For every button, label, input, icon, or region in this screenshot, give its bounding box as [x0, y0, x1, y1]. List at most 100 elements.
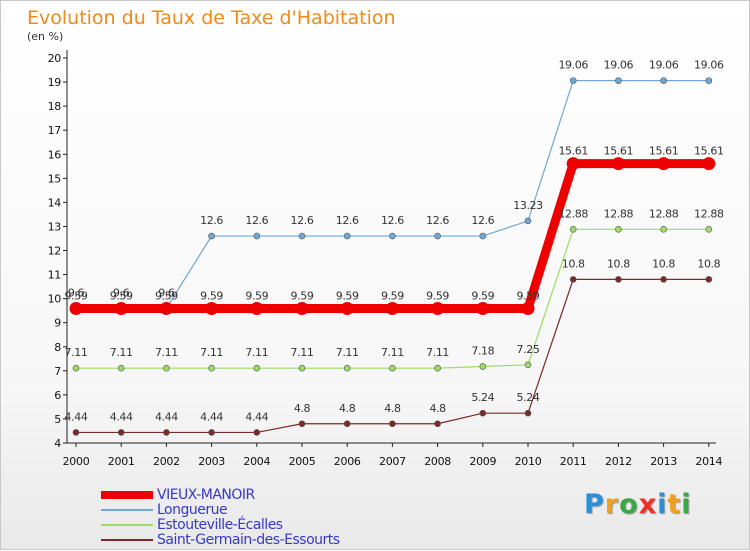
data-label: 12.6 [426, 214, 449, 227]
x-tick-label: 2007 [379, 455, 406, 468]
data-label: 4.8 [339, 402, 356, 415]
x-tick-label: 2009 [469, 455, 496, 468]
data-point-longuerue [434, 232, 441, 240]
data-label: 4.8 [384, 402, 401, 415]
data-label: 4.44 [245, 410, 268, 423]
data-label: 7.11 [155, 346, 178, 359]
data-label: 7.18 [471, 344, 494, 357]
data-point-vieux-manoir [114, 301, 128, 315]
data-point-vieux-manoir [566, 157, 580, 171]
y-tick-label: 5 [54, 413, 61, 426]
data-point-estouteville-ecalles [253, 364, 261, 372]
data-point-estouteville-ecalles [660, 226, 667, 233]
data-label: 9.59 [200, 289, 223, 302]
data-point-estouteville-ecalles [117, 364, 125, 372]
y-tick-label: 20 [48, 52, 62, 65]
data-label: 10.8 [652, 257, 675, 270]
data-label: 5.24 [517, 391, 540, 404]
data-label: 5.24 [471, 391, 494, 404]
data-point-saint-germain-des-essourts [253, 429, 261, 436]
data-point-longuerue [705, 77, 713, 84]
data-label: 9.59 [381, 289, 404, 302]
legend-label-longuerue: Longuerue [157, 502, 228, 518]
data-point-vieux-manoir [521, 301, 535, 315]
data-label: 7.11 [426, 346, 449, 359]
data-label: 12.88 [694, 207, 724, 220]
data-point-longuerue [524, 217, 532, 225]
data-point-vieux-manoir [431, 301, 445, 315]
data-label: 19.06 [694, 59, 724, 72]
legend-item-estouteville-ecalles: Estouteville-Écalles [101, 517, 401, 533]
x-tick-label: 2001 [108, 455, 135, 468]
data-point-estouteville-ecalles [479, 363, 487, 370]
data-label: 15.61 [558, 145, 588, 158]
data-label: 19.06 [604, 59, 634, 72]
series-line-longuerue [75, 80, 710, 309]
legend-item-saint-germain-des-essourts: Saint-Germain-des-Essourts [101, 532, 401, 548]
data-point-estouteville-ecalles [524, 361, 532, 369]
data-point-estouteville-ecalles [298, 364, 306, 372]
data-label: 4.44 [110, 410, 133, 423]
data-point-saint-germain-des-essourts [389, 420, 396, 428]
y-tick-label: 9 [54, 317, 61, 330]
data-point-saint-germain-des-essourts [705, 276, 713, 283]
y-tick-label: 10 [48, 293, 62, 306]
brand-letter: i [657, 489, 668, 520]
data-point-estouteville-ecalles [569, 226, 577, 233]
legend-label-vieux-manoir: VIEUX-MANOIR [157, 487, 255, 503]
data-label: 9.59 [245, 289, 268, 302]
data-point-saint-germain-des-essourts [615, 276, 622, 283]
data-label: 12.6 [336, 214, 359, 227]
x-tick-label: 2000 [63, 455, 90, 468]
data-label: 19.06 [649, 59, 679, 72]
legend-item-vieux-manoir: VIEUX-MANOIR [101, 487, 401, 503]
data-label: 9.6 [68, 286, 85, 299]
data-label: 13.23 [513, 199, 543, 212]
data-label: 7.11 [245, 346, 268, 359]
data-label: 19.06 [558, 59, 588, 72]
data-point-saint-germain-des-essourts [343, 420, 351, 428]
data-label: 12.6 [381, 214, 404, 227]
legend-swatch-longuerue [101, 509, 153, 511]
data-label: 4.8 [429, 402, 446, 415]
y-tick-label: 7 [54, 365, 61, 378]
data-point-vieux-manoir [340, 301, 354, 315]
data-label: 4.44 [200, 410, 223, 423]
data-label: 9.59 [65, 289, 88, 302]
data-label: 10.8 [697, 257, 720, 270]
data-point-vieux-manoir [69, 301, 83, 315]
brand-letter: x [638, 489, 658, 520]
legend-swatch-saint-germain-des-essourts [101, 539, 153, 541]
data-label: 15.61 [604, 145, 634, 158]
data-label: 7.25 [517, 343, 540, 356]
data-label: 9.59 [517, 289, 540, 302]
data-point-vieux-manoir [611, 157, 625, 171]
y-tick-label: 17 [48, 124, 62, 137]
x-tick-label: 2003 [198, 455, 225, 468]
y-tick-label: 15 [48, 172, 62, 185]
data-point-estouteville-ecalles [343, 364, 351, 372]
data-point-saint-germain-des-essourts [163, 429, 170, 436]
data-point-saint-germain-des-essourts [298, 420, 306, 428]
data-label: 4.44 [65, 410, 88, 423]
legend-label-estouteville-ecalles: Estouteville-Écalles [157, 517, 283, 533]
data-point-estouteville-ecalles [615, 226, 622, 233]
data-label: 9.59 [336, 289, 359, 302]
data-point-vieux-manoir [159, 301, 173, 315]
data-point-vieux-manoir [657, 157, 671, 171]
data-label: 4.44 [155, 410, 178, 423]
data-label: 9.59 [291, 289, 314, 302]
brand-letter: P [584, 489, 605, 520]
data-label: 12.6 [291, 214, 314, 227]
data-point-saint-germain-des-essourts [660, 276, 667, 283]
legend-item-longuerue: Longuerue [101, 502, 401, 518]
data-point-saint-germain-des-essourts [208, 429, 215, 436]
data-point-estouteville-ecalles [72, 364, 80, 372]
x-tick-label: 2013 [650, 455, 677, 468]
legend-swatch-estouteville-ecalles [101, 524, 153, 526]
x-tick-label: 2008 [424, 455, 451, 468]
data-point-longuerue [343, 232, 351, 240]
data-label: 9.6 [113, 286, 130, 299]
